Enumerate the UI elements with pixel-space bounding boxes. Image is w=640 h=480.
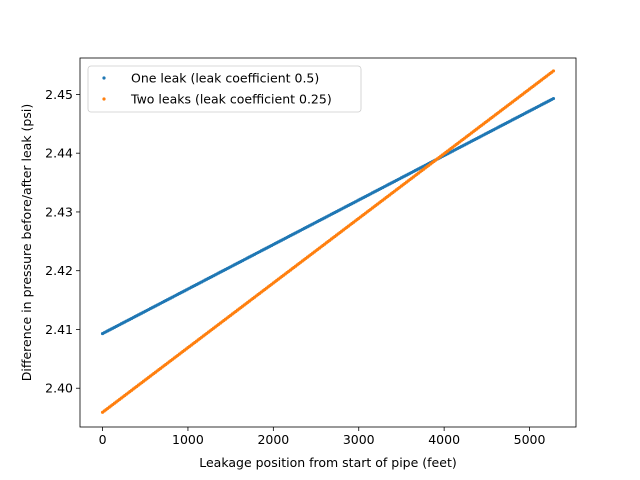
- x-tick-label: 3000: [343, 432, 375, 447]
- legend-item: One leak (leak coefficient 0.5): [102, 71, 319, 86]
- data-point: [551, 69, 556, 73]
- legend-item: Two leaks (leak coefficient 0.25): [102, 92, 332, 107]
- legend-marker: [102, 76, 106, 80]
- y-axis-label: Difference in pressure before/after leak…: [19, 104, 34, 381]
- x-axis-ticks: 0 1000 2000 3000 4000 5000: [99, 427, 546, 447]
- y-tick-label: 2.43: [45, 204, 73, 219]
- y-tick-label: 2.42: [45, 263, 73, 278]
- data-point: [551, 96, 556, 101]
- series-1: [100, 96, 556, 336]
- y-tick-label: 2.45: [45, 87, 73, 102]
- legend-marker: [102, 97, 106, 101]
- series-layer: [100, 69, 556, 414]
- y-tick-label: 2.44: [45, 146, 73, 161]
- legend: One leak (leak coefficient 0.5) Two leaks…: [87, 65, 362, 113]
- y-axis-ticks: 2.40 2.41 2.42 2.43 2.44 2.45: [45, 87, 80, 396]
- y-tick-label: 2.41: [45, 322, 73, 337]
- x-axis-label: Leakage position from start of pipe (fee…: [199, 455, 456, 470]
- axes-frame: [79, 57, 577, 428]
- x-tick-label: 5000: [514, 432, 546, 447]
- legend-box: [87, 65, 362, 113]
- y-tick-label: 2.40: [45, 381, 73, 396]
- x-tick-label: 1000: [172, 432, 204, 447]
- x-tick-label: 0: [99, 432, 107, 447]
- legend-label: Two leaks (leak coefficient 0.25): [130, 92, 332, 107]
- legend-label: One leak (leak coefficient 0.5): [131, 71, 319, 86]
- x-tick-label: 4000: [428, 432, 460, 447]
- series-2: [100, 69, 556, 414]
- x-tick-label: 2000: [257, 432, 289, 447]
